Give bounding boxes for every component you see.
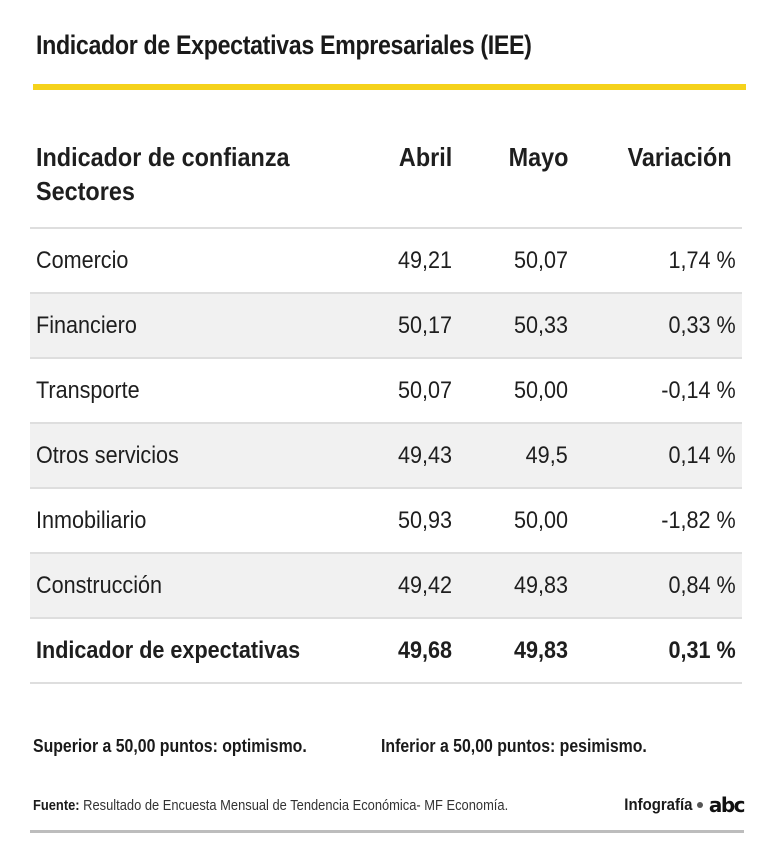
table-header-row: Indicador de confianza Sectores Abril Ma… — [30, 122, 742, 227]
table-row-total: Indicador de expectativas 49,68 49,83 0,… — [30, 617, 742, 682]
cell-sector: Otros servicios — [36, 441, 179, 469]
cell-variacion: 0,33 % — [668, 311, 736, 339]
cell-mayo: 49,83 — [513, 636, 568, 664]
cell-mayo: 50,00 — [513, 506, 568, 534]
note-optimismo: Superior a 50,00 puntos: optimismo. — [33, 736, 307, 756]
cell-sector: Indicador de expectativas — [36, 636, 301, 664]
source-label: Fuente: — [33, 797, 80, 814]
source-note: Fuente: Resultado de Encuesta Mensual de… — [33, 797, 508, 814]
cell-mayo: 49,5 — [525, 441, 568, 469]
table-bottom-divider — [30, 682, 742, 684]
header-sector-line1: Indicador de confianza — [36, 142, 290, 172]
data-table: Indicador de confianza Sectores Abril Ma… — [30, 122, 742, 684]
table-row-financiero: Financiero 50,17 50,33 0,33 % — [30, 292, 742, 357]
note-pesimismo: Inferior a 50,00 puntos: pesimismo. — [381, 736, 647, 756]
header-variacion: Variación — [627, 142, 732, 172]
header-mayo: Mayo — [508, 142, 568, 172]
cell-sector: Financiero — [36, 311, 137, 339]
source-text: Resultado de Encuesta Mensual de Tendenc… — [79, 797, 509, 814]
header-abril: Abril — [398, 142, 452, 172]
abc-logo: abc — [708, 793, 746, 817]
table-row-construccion: Construcción 49,42 49,83 0,84 % — [30, 552, 742, 617]
cell-sector: Transporte — [36, 376, 140, 404]
credit: Infografía abc — [615, 793, 746, 817]
cell-abril: 49,43 — [397, 441, 452, 469]
cell-mayo: 49,83 — [513, 571, 568, 599]
cell-abril: 50,17 — [397, 311, 452, 339]
cell-mayo: 50,07 — [513, 246, 568, 274]
title-accent-bar — [33, 84, 746, 90]
table-row-otros-servicios: Otros servicios 49,43 49,5 0,14 % — [30, 422, 742, 487]
separator-dot-icon — [696, 802, 703, 808]
table-row-transporte: Transporte 50,07 50,00 -0,14 % — [30, 357, 742, 422]
chart-title: Indicador de Expectativas Empresariales … — [36, 30, 532, 60]
cell-abril: 49,21 — [397, 246, 452, 274]
cell-variacion: -1,82 % — [661, 506, 736, 534]
credit-label: Infografía — [624, 795, 693, 814]
footer-divider — [30, 830, 744, 833]
table-row-comercio: Comercio 49,21 50,07 1,74 % — [30, 227, 742, 292]
cell-variacion: -0,14 % — [661, 376, 736, 404]
cell-variacion: 0,84 % — [668, 571, 736, 599]
cell-abril: 49,42 — [397, 571, 452, 599]
table-row-inmobiliario: Inmobiliario 50,93 50,00 -1,82 % — [30, 487, 742, 552]
cell-sector: Inmobiliario — [36, 506, 147, 534]
cell-variacion: 0,14 % — [668, 441, 736, 469]
cell-variacion: 1,74 % — [668, 246, 736, 274]
header-sector-line2: Sectores — [36, 176, 135, 206]
cell-mayo: 50,00 — [513, 376, 568, 404]
cell-variacion: 0,31 % — [668, 636, 736, 664]
cell-mayo: 50,33 — [513, 311, 568, 339]
cell-abril: 50,93 — [397, 506, 452, 534]
cell-abril: 50,07 — [397, 376, 452, 404]
cell-abril: 49,68 — [397, 636, 452, 664]
cell-sector: Construcción — [36, 571, 163, 599]
header-sector: Indicador de confianza Sectores — [36, 140, 290, 208]
cell-sector: Comercio — [36, 246, 129, 274]
